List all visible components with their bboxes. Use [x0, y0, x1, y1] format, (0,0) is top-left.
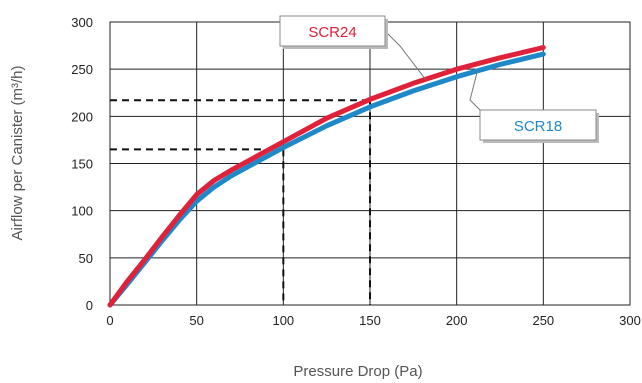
series-line-scr18: [107, 51, 546, 308]
y-tick-label: 0: [86, 298, 93, 313]
callout-leader: [384, 30, 426, 80]
x-tick-label: 250: [532, 313, 554, 328]
x-tick-label: 0: [106, 313, 113, 328]
y-tick-label: 100: [71, 204, 93, 219]
axis-ticks: 0 50 100 150 200 250 300 0 50 100 150 200 250 300: [71, 15, 641, 328]
y-tick-label: 50: [79, 251, 93, 266]
y-tick-label: 300: [71, 15, 93, 30]
callout-box: [279, 15, 386, 47]
x-tick-label: 150: [359, 313, 381, 328]
callout-box: [479, 109, 597, 141]
y-axis-label: Airflow per Canister (m³/h): [9, 65, 26, 240]
y-tick-label: 250: [71, 62, 93, 77]
y-tick-label: 200: [71, 109, 93, 124]
reference-lines: [110, 99, 371, 305]
x-tick-label: 100: [272, 313, 294, 328]
x-axis-label: Pressure Drop (Pa): [293, 363, 422, 380]
callout-label-scr18: SCR18: [514, 118, 562, 135]
x-tick-label: 200: [446, 313, 468, 328]
series-callouts: SCR24 SCR18: [279, 15, 599, 143]
x-tick-label: 300: [619, 313, 641, 328]
series-line-scr24: [107, 45, 546, 308]
y-tick-label: 150: [71, 157, 93, 172]
callout-label-scr24: SCR24: [308, 24, 356, 41]
series-lines: [107, 45, 546, 308]
callout-leader: [469, 70, 481, 111]
x-tick-label: 50: [189, 313, 203, 328]
